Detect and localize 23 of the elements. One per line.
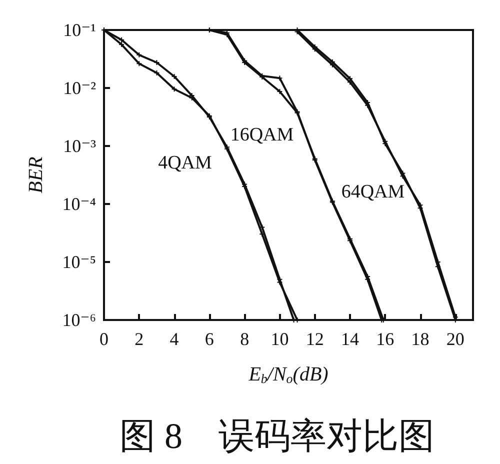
x-tick-label: 12 [306,329,324,349]
x-tick-label: 18 [411,329,430,349]
y-tick-label: 10⁻⁶ [62,310,96,330]
y-axis-title: BER [25,156,47,194]
caption: 图 8 误码率对比图 [120,416,434,456]
x-tick-label: 4 [170,329,179,349]
x-tick-label: 10 [270,329,289,349]
x-tick-label: 8 [240,329,250,349]
y-tick-label: 10⁻² [63,78,96,98]
y-tick-label: 10⁻³ [63,136,97,156]
y-tick-label: 10⁻⁵ [62,252,96,272]
x-tick-label: 16 [376,329,394,349]
annotation: 16QAM [230,124,294,146]
x-axis-title: Eb/No(dB) [248,364,329,386]
annotation: 64QAM [341,182,405,202]
y-tick-label: 10⁻⁴ [62,194,96,214]
y-tick-label: 10⁻¹ [63,20,96,40]
x-tick-label: 6 [204,329,214,349]
x-tick-label: 14 [341,329,359,349]
x-tick-label: 0 [100,329,108,349]
x-tick-label: 2 [134,329,144,349]
x-tick-label: 20 [446,329,464,349]
annotation: 4QAM [158,152,212,174]
